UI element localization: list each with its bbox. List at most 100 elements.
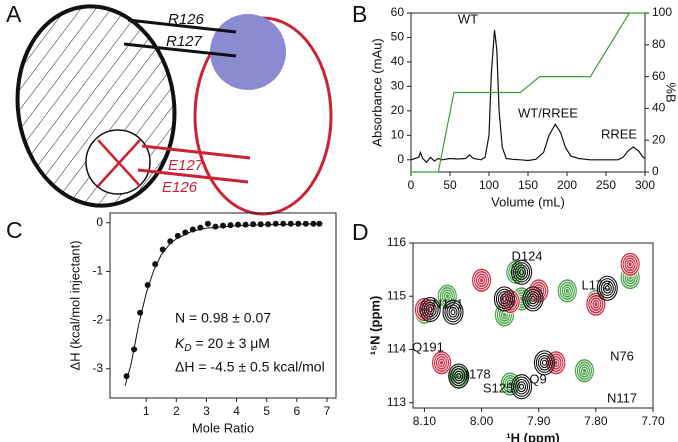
contour [600, 280, 614, 296]
contour [452, 368, 466, 384]
x-tick-label: 0 [408, 178, 415, 192]
panel-label: C [6, 217, 23, 243]
contour [524, 288, 542, 310]
nmr-peak [493, 286, 515, 312]
link [127, 18, 237, 34]
contour [517, 266, 527, 278]
y2-axis-label: %B [664, 82, 678, 102]
peak-label: RREE [601, 126, 637, 141]
y-axis-label: ΔH (kcal/mol injectant) [67, 240, 82, 370]
nmr-peak [511, 374, 533, 400]
y-tick-label: -3 [92, 361, 103, 375]
data-point [212, 223, 219, 230]
contour [619, 251, 641, 277]
data-point [159, 246, 166, 253]
contour [587, 294, 605, 315]
data-point [220, 222, 226, 229]
contour [533, 350, 555, 376]
annotation: ΔH = -4.5 ± 0.5 kcal/mol [175, 359, 325, 375]
contour [423, 301, 437, 318]
x-tick-label: 2 [173, 404, 180, 418]
y-tick-label: 40 [391, 54, 405, 68]
contour [471, 267, 492, 293]
contour [456, 373, 462, 380]
link [137, 168, 249, 184]
nmr-peak [533, 350, 555, 376]
peak-label: D124 [511, 248, 542, 263]
data-point [316, 220, 323, 227]
series-line [410, 30, 646, 164]
contour [427, 306, 433, 313]
contour [623, 256, 637, 272]
data-point [131, 346, 138, 353]
contour [419, 296, 441, 323]
nmr-peak [522, 286, 544, 312]
diagram: R126 R127 E127 E126 [15, 4, 333, 216]
contour [522, 286, 544, 312]
diagram-label: R127 [166, 33, 203, 50]
contour [535, 352, 553, 373]
peak-label: S125 [483, 380, 513, 395]
contour [564, 288, 570, 294]
x-tick-label: 3 [203, 404, 210, 418]
nmr-peak [596, 275, 618, 301]
contour [450, 309, 456, 316]
data-point [167, 238, 174, 245]
contour [495, 288, 513, 310]
contour [549, 355, 563, 371]
panel-label: A [6, 1, 22, 27]
data-point [242, 221, 249, 228]
contour [560, 283, 574, 299]
x-axis-label: Mole Ratio [192, 420, 254, 435]
nmr-peak [448, 363, 470, 389]
y2-tick-label: 0 [652, 164, 659, 178]
contour [519, 269, 525, 276]
y-tick-label: 0 [96, 215, 103, 229]
contour [511, 374, 533, 400]
contour [437, 357, 446, 368]
x-tick-label: 8.00 [470, 414, 494, 428]
contour [551, 357, 561, 368]
peak-label: Q9 [529, 371, 546, 386]
contour [574, 358, 595, 384]
data-point [250, 221, 257, 228]
x-tick-label: 150 [518, 178, 538, 192]
y-tick-label: 115 [387, 288, 406, 302]
annotation-part: K [175, 335, 185, 351]
y2-tick-label: 20 [652, 132, 666, 146]
x-tick-label: 4 [233, 404, 240, 418]
contour [596, 275, 618, 301]
contour [537, 355, 551, 371]
x-axis-label: Volume (mL) [491, 194, 565, 209]
contour [553, 359, 559, 366]
nmr-peak [471, 267, 492, 293]
data-point [182, 229, 189, 236]
contour [558, 280, 576, 301]
contour [501, 295, 507, 302]
contour [435, 355, 448, 371]
x-tick-label: 1 [143, 404, 150, 418]
data-point [310, 220, 317, 227]
peak-label: L172 [582, 277, 611, 292]
contour [454, 370, 464, 382]
contour [621, 254, 639, 275]
plot-frame [410, 12, 646, 173]
contour [442, 299, 464, 325]
contour [547, 352, 565, 373]
x-tick-label: 8.10 [413, 414, 437, 428]
y-tick-label: -1 [92, 264, 103, 278]
y2-tick-label: 80 [652, 37, 666, 51]
contour [627, 261, 633, 268]
contour [578, 363, 591, 379]
contour [502, 312, 507, 318]
peak-label: N121 [432, 296, 463, 311]
x-tick-label: 6 [293, 404, 300, 418]
data-point [280, 220, 287, 227]
contour [425, 304, 435, 315]
contour [475, 272, 488, 288]
x-tick-label: 7.90 [527, 414, 551, 428]
contour [515, 378, 529, 395]
nmr-peak [619, 251, 641, 277]
